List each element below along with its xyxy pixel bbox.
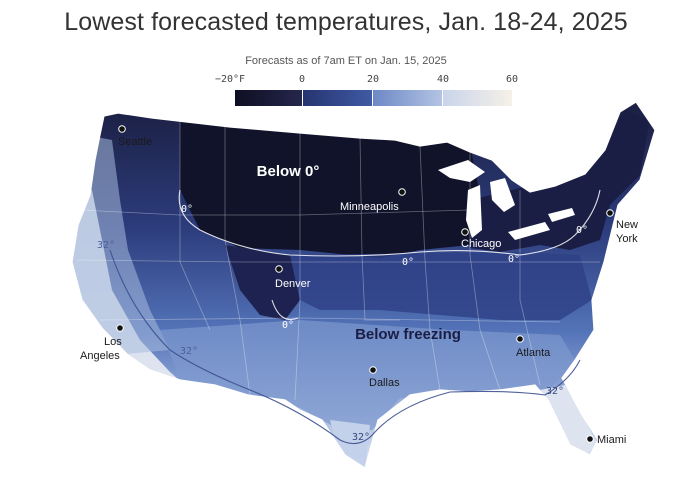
isotherm-label-zero-west: 0°	[181, 204, 193, 215]
city-dot-denver	[275, 265, 283, 273]
region-label-below-zero: Below 0°	[257, 163, 320, 180]
city-dot-new-york	[606, 209, 614, 217]
city-markers: Seattle Minneapolis Chicago New York Den…	[80, 125, 638, 446]
legend-tick-20: 20	[366, 74, 380, 85]
city-dot-los-angeles	[116, 324, 124, 332]
legend-tick-60: 60	[505, 74, 519, 85]
city-label-new-york-line1: New	[616, 219, 638, 231]
city-label-denver: Denver	[275, 278, 311, 290]
city-dot-dallas	[369, 366, 377, 374]
state-borders	[77, 120, 600, 401]
isotherm-zero-rockies	[271, 299, 299, 321]
chart-title: Lowest forecasted temperatures, Jan. 18-…	[64, 8, 628, 36]
legend-tick-min: −20°F	[214, 74, 246, 85]
city-label-new-york-line2: York	[616, 233, 638, 245]
legend-tick-40: 40	[436, 74, 450, 85]
city-label-miami: Miami	[597, 434, 626, 446]
isotherm-label-zero-northeast: 0°	[576, 225, 588, 236]
isotherm-label-zero-east: 0°	[508, 254, 520, 265]
isotherm-zero	[178, 189, 601, 257]
isotherms	[109, 189, 601, 445]
city-dot-seattle	[118, 125, 126, 133]
city-dot-miami	[586, 435, 594, 443]
legend-bin-4	[443, 90, 512, 106]
city-label-los-angeles-line2: Angeles	[80, 350, 120, 362]
isotherm-label-freezing-texas: 32°	[352, 432, 370, 443]
city-label-los-angeles-line1: Los	[104, 336, 122, 348]
city-label-dallas: Dallas	[369, 377, 400, 389]
chart-subtitle: Forecasts as of 7am ET on Jan. 15, 2025	[245, 55, 447, 67]
legend-bin-3	[373, 90, 442, 106]
city-label-atlanta: Atlanta	[516, 347, 551, 359]
temperature-field	[72, 102, 655, 468]
legend-tick-0: 0	[298, 74, 306, 85]
city-dot-chicago	[461, 228, 469, 236]
isotherm-label-freezing-southeast: 32°	[546, 386, 564, 397]
region-label-below-freezing: Below freezing	[355, 326, 461, 343]
city-dot-atlanta	[516, 335, 524, 343]
isotherm-label-zero-rockies: 0°	[282, 320, 294, 331]
isotherm-label-freezing-west: 32°	[97, 240, 115, 251]
city-dot-minneapolis	[398, 188, 406, 196]
isotherm-freezing	[109, 249, 581, 445]
legend-bin-2	[303, 90, 372, 106]
isotherm-label-zero-central: 0°	[402, 257, 414, 268]
isotherm-label-freezing-southwest: 32°	[180, 346, 198, 357]
city-label-chicago: Chicago	[461, 238, 501, 250]
city-label-minneapolis: Minneapolis	[340, 201, 399, 213]
legend-bin-1	[235, 90, 302, 106]
city-label-seattle: Seattle	[118, 136, 152, 148]
color-legend: −20°F 0 20 40 60	[210, 74, 530, 110]
